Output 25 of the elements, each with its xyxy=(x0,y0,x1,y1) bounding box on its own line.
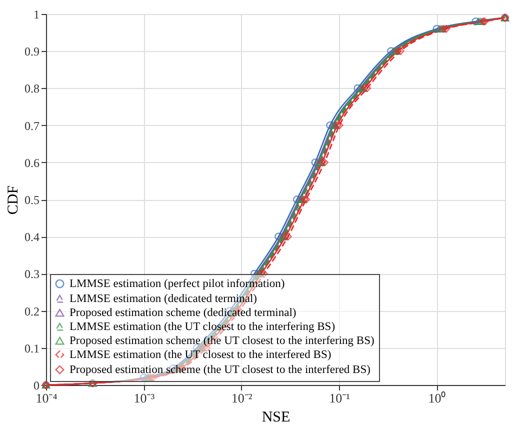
y-tick-label: 0.9 xyxy=(24,44,40,59)
y-tick-label: 0.8 xyxy=(24,82,40,96)
x-tick-label: 10⁰ xyxy=(428,390,446,406)
x-tick-label: 10⁻² xyxy=(231,390,252,406)
y-tick-label: 1 xyxy=(34,8,40,22)
y-tick-label: 0.2 xyxy=(24,304,40,318)
y-tick-label: 0.3 xyxy=(24,267,40,282)
y-tick-label: 0.1 xyxy=(24,341,40,356)
legend-label: LMMSE estimation (the UT closest to the interfered BS) xyxy=(70,348,332,361)
y-axis-title: CDF xyxy=(6,185,22,215)
legend-label: LMMSE estimation (dedicated terminal) xyxy=(70,292,258,305)
legend-label: Proposed estimation scheme (dedicated terminal) xyxy=(70,306,296,319)
legend-label: LMMSE estimation (the UT closest to the interfering BS) xyxy=(70,320,336,333)
x-axis-title: NSE xyxy=(262,410,290,426)
legend-label: LMMSE estimation (perfect pilot information) xyxy=(70,278,285,290)
y-tick-label: 0.7 xyxy=(24,118,40,133)
x-tick-label: 10⁻⁴ xyxy=(36,390,58,406)
y-tick-label: 0.5 xyxy=(24,193,40,207)
legend-label: Proposed estimation scheme (the UT closest to the interfering BS) xyxy=(70,334,374,347)
x-tick-label: 10⁻³ xyxy=(134,390,155,406)
x-tick-label: 10⁻¹ xyxy=(329,390,350,406)
y-tick-label: 0.6 xyxy=(24,156,40,170)
legend-label: Proposed estimation scheme (the UT closest to the interfered BS) xyxy=(70,364,371,376)
y-tick-label: 0.4 xyxy=(24,230,40,244)
y-tick-label: 0 xyxy=(34,378,40,392)
